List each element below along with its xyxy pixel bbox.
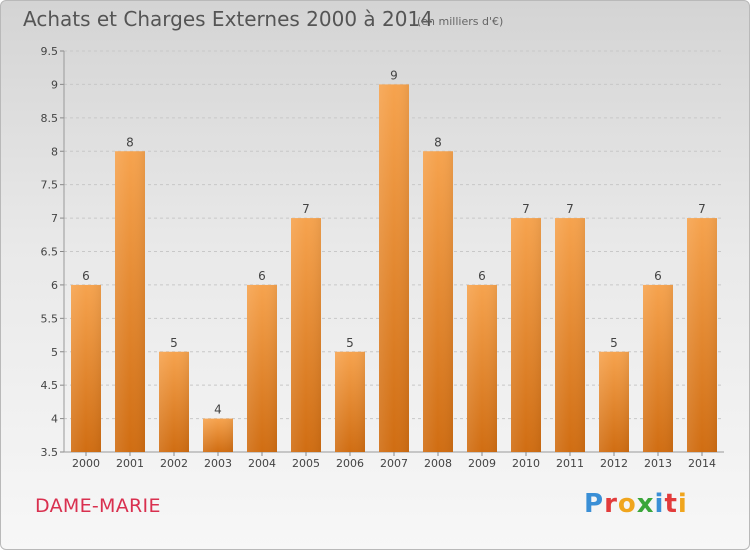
y-tick-label: 6 xyxy=(51,279,58,292)
data-label-2009: 6 xyxy=(478,269,486,283)
bar-shine-2007 xyxy=(379,84,409,453)
y-tick-label: 9.5 xyxy=(41,45,59,58)
place-name: DAME-MARIE xyxy=(35,495,161,517)
x-tick-label-2010: 2010 xyxy=(512,457,540,470)
bar-shine-2003 xyxy=(203,418,233,452)
bar-shine-2012 xyxy=(599,351,629,452)
logo-letter: r xyxy=(604,489,618,519)
bar-shine-2002 xyxy=(159,351,189,452)
data-label-2007: 9 xyxy=(390,68,398,82)
y-tick-label: 7.5 xyxy=(41,179,59,192)
y-tick-label: 8 xyxy=(51,145,58,158)
logo-letter: P xyxy=(584,489,605,519)
logo-letter: x xyxy=(636,489,655,519)
x-tick-label-2014: 2014 xyxy=(688,457,716,470)
data-label-2012: 5 xyxy=(610,336,618,350)
bars xyxy=(71,84,717,453)
bar-shine-2004 xyxy=(247,284,277,452)
data-label-2005: 7 xyxy=(302,202,310,216)
proxiti-logo: Proxiti xyxy=(584,489,688,519)
bar-shine-2014 xyxy=(687,218,717,452)
chart-unit: (en milliers d'€) xyxy=(417,15,504,28)
y-tick-label: 4 xyxy=(51,413,58,426)
data-label-2003: 4 xyxy=(214,403,222,417)
x-tick-label-2005: 2005 xyxy=(292,457,320,470)
x-tick-label-2012: 2012 xyxy=(600,457,628,470)
bar-shine-2005 xyxy=(291,218,321,452)
x-tick-label-2001: 2001 xyxy=(116,457,144,470)
data-label-2013: 6 xyxy=(654,269,662,283)
logo-letter: i xyxy=(677,489,688,519)
x-tick-label-2008: 2008 xyxy=(424,457,452,470)
x-tick-label-2009: 2009 xyxy=(468,457,496,470)
chart-title: Achats et Charges Externes 2000 à 2014 xyxy=(23,7,433,31)
data-label-2001: 8 xyxy=(126,135,134,149)
x-tick-label-2000: 2000 xyxy=(72,457,100,470)
data-label-2002: 5 xyxy=(170,336,178,350)
data-label-2011: 7 xyxy=(566,202,574,216)
x-tick-label-2002: 2002 xyxy=(160,457,188,470)
bar-shine-2013 xyxy=(643,284,673,452)
bar-shine-2001 xyxy=(115,151,145,452)
bar-shine-2008 xyxy=(423,151,453,452)
x-tick-label-2004: 2004 xyxy=(248,457,276,470)
logo-letter: i xyxy=(654,489,665,519)
data-label-2000: 6 xyxy=(82,269,90,283)
y-tick-label: 6.5 xyxy=(41,246,59,259)
data-label-2004: 6 xyxy=(258,269,266,283)
bar-shine-2011 xyxy=(555,218,585,452)
x-tick-label-2006: 2006 xyxy=(336,457,364,470)
data-label-2014: 7 xyxy=(698,202,706,216)
data-label-2006: 5 xyxy=(346,336,354,350)
bar-shine-2006 xyxy=(335,351,365,452)
bar-shine-2009 xyxy=(467,284,497,452)
x-tick-label-2011: 2011 xyxy=(556,457,584,470)
y-tick-label: 7 xyxy=(51,212,58,225)
logo-letter: t xyxy=(664,489,678,519)
y-tick-label: 4.5 xyxy=(41,379,59,392)
x-tick-label-2007: 2007 xyxy=(380,457,408,470)
y-tick-label: 8.5 xyxy=(41,112,59,125)
data-labels: 6 8 5 4 6 7 5 9 8 6 7 7 5 6 7 xyxy=(82,68,706,416)
data-label-2010: 7 xyxy=(522,202,530,216)
bar-shine-2000 xyxy=(71,284,101,452)
y-tick-label: 5 xyxy=(51,346,58,359)
bar-shine-2010 xyxy=(511,218,541,452)
x-tick-label-2013: 2013 xyxy=(644,457,672,470)
data-label-2008: 8 xyxy=(434,135,442,149)
y-tick-label: 9 xyxy=(51,78,58,91)
logo-letter: o xyxy=(617,489,637,519)
x-tick-label-2003: 2003 xyxy=(204,457,232,470)
y-tick-label: 5.5 xyxy=(41,312,59,325)
y-tick-label: 3.5 xyxy=(41,446,59,459)
